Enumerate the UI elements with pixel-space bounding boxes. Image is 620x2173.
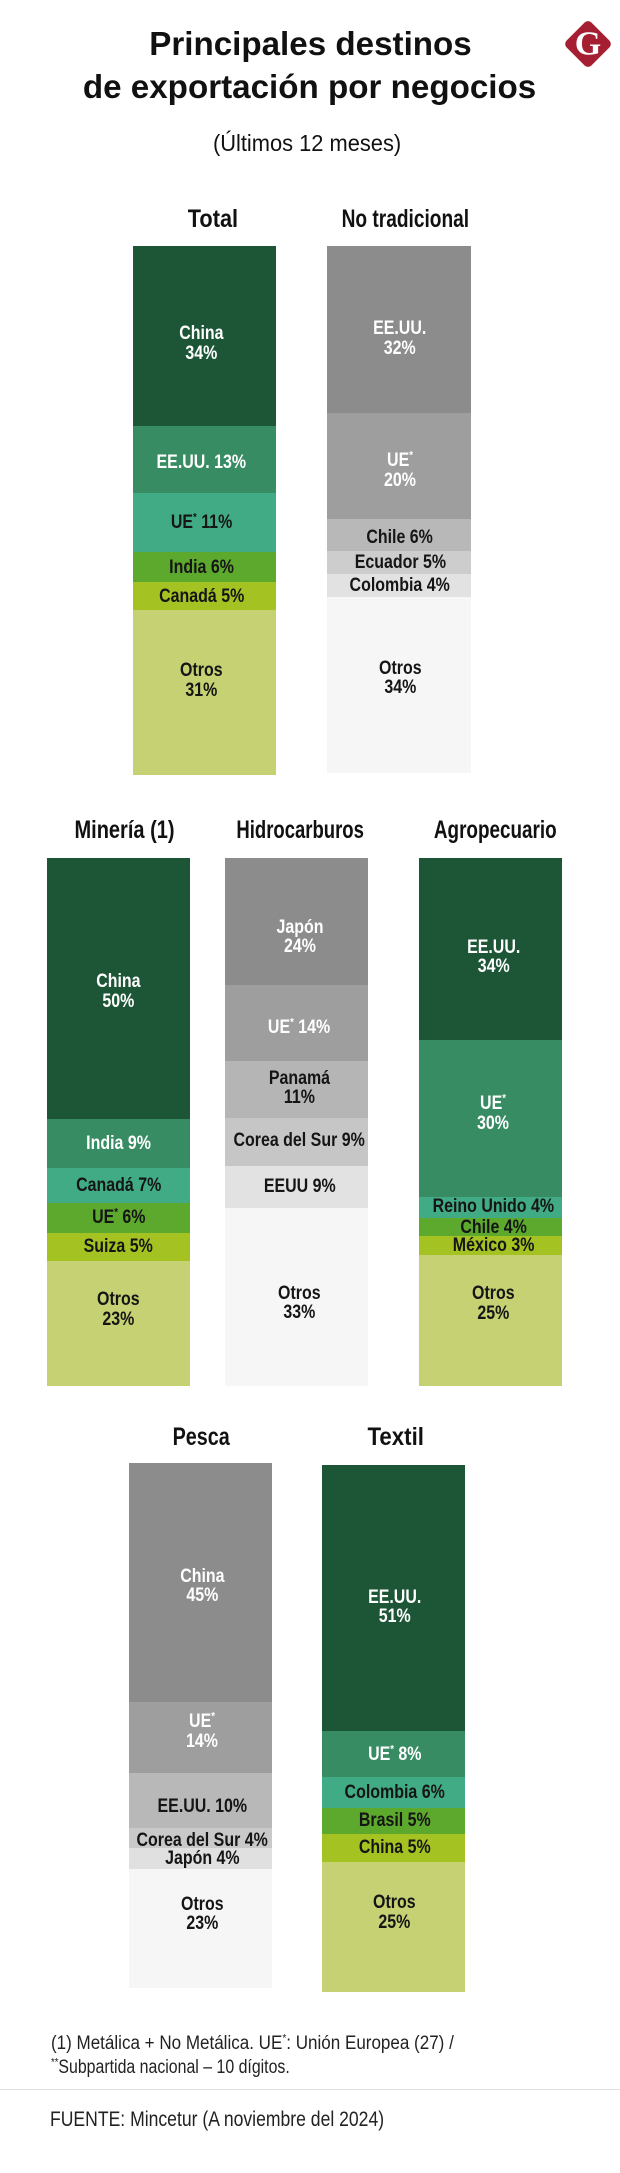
svg-text:G: G	[575, 26, 601, 63]
